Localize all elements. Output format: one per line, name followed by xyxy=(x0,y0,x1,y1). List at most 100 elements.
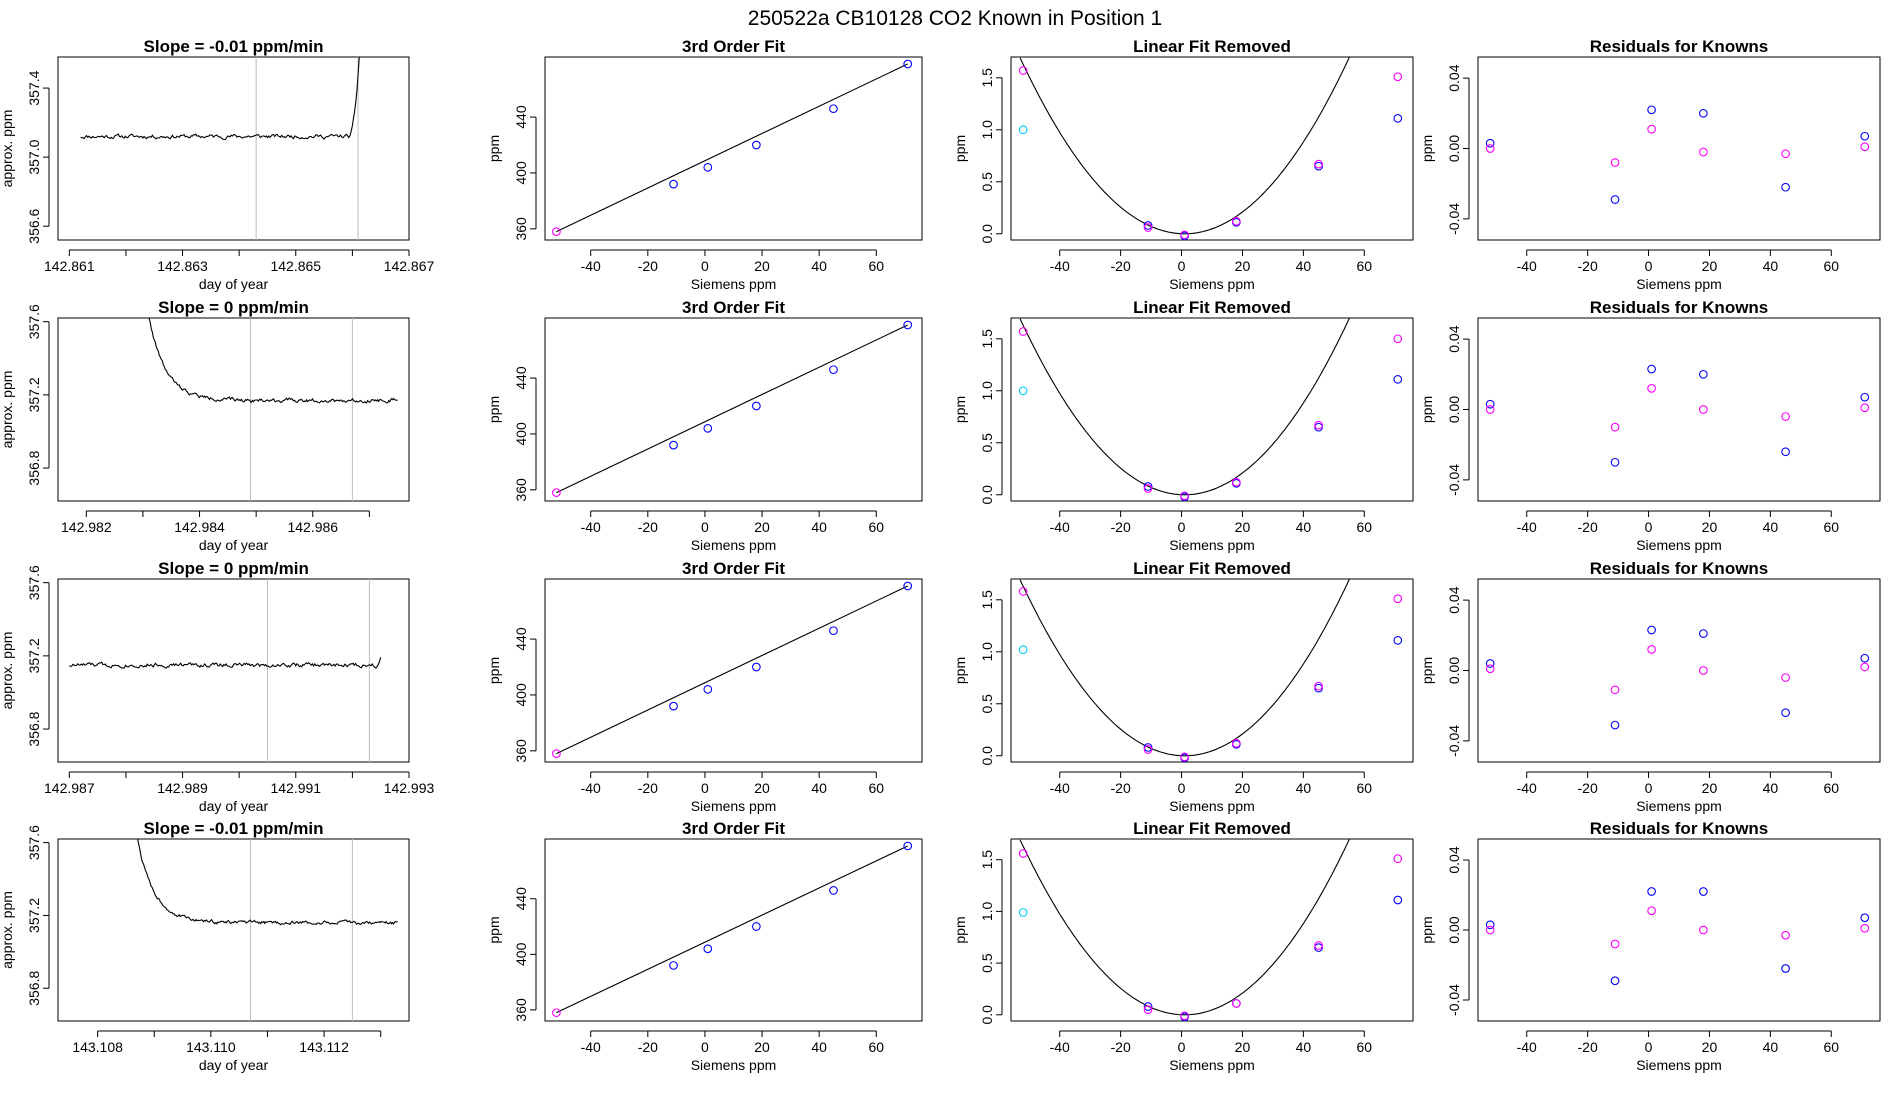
y-tick-label: 0.00 xyxy=(1446,396,1462,423)
panel-title: Slope = 0 ppm/min xyxy=(158,559,309,578)
y-axis-label: ppm xyxy=(486,396,502,423)
x-tick-label: 142.867 xyxy=(384,258,435,274)
x-axis-label: Siemens ppm xyxy=(1169,537,1255,553)
plot-area xyxy=(1485,625,1870,730)
plot-area xyxy=(148,318,398,501)
panel-title: Slope = 0 ppm/min xyxy=(158,298,309,317)
data-point-check xyxy=(1232,477,1241,487)
data-point-check xyxy=(552,749,561,758)
y-axis-label: ppm xyxy=(952,916,968,943)
y-axis-label: ppm xyxy=(486,135,502,162)
data-point-check xyxy=(1180,1011,1189,1021)
data-point-check xyxy=(1314,941,1323,950)
x-tick-label: 60 xyxy=(1823,519,1839,535)
x-axis-label: Siemens ppm xyxy=(691,276,777,292)
x-tick-label: 20 xyxy=(1235,780,1251,796)
data-point-check xyxy=(1781,673,1790,682)
x-tick-label: 142.982 xyxy=(61,519,112,535)
x-tick-label: 60 xyxy=(869,258,885,274)
x-tick-label: 143.110 xyxy=(186,1039,236,1055)
x-tick-label: -20 xyxy=(1578,1039,1598,1055)
panel-r3-c2: Linear Fit Removed -40 -20 0 20 40 60 Siemens p… xyxy=(952,819,1414,1073)
y-tick-label: 1.0 xyxy=(979,120,995,140)
y-tick-label: 0.04 xyxy=(1446,586,1462,613)
y-tick-label: -0.04 xyxy=(1446,984,1462,1016)
data-point-known xyxy=(829,104,838,114)
x-tick-label: 0 xyxy=(1178,780,1186,796)
data-point-check xyxy=(1180,752,1189,762)
fit-curve xyxy=(1019,579,1351,757)
plot-frame xyxy=(1477,838,1881,1022)
x-tick-label: -40 xyxy=(1050,780,1070,796)
x-tick-label: -20 xyxy=(638,780,658,796)
y-axis-label: approx. ppm xyxy=(0,110,15,188)
data-point-check xyxy=(1860,662,1870,672)
plot-frame xyxy=(1477,317,1881,502)
panel-r1-c0: Slope = 0 ppm/min 142.982 142.984 142.986 da… xyxy=(0,298,410,553)
data-point-check xyxy=(1018,587,1028,596)
panel-title: 3rd Order Fit xyxy=(682,37,785,56)
y-tick-label: 0.0 xyxy=(979,224,995,244)
y-tick-label: 1.5 xyxy=(979,329,995,349)
data-point-check xyxy=(1393,334,1403,344)
x-tick-label: 40 xyxy=(1763,258,1779,274)
data-point-check xyxy=(1018,66,1028,75)
panel-title: Residuals for Knowns xyxy=(1590,559,1769,578)
panel-title: Linear Fit Removed xyxy=(1133,819,1291,838)
plot-frame xyxy=(1010,578,1414,763)
y-tick-label: 400 xyxy=(513,683,529,707)
ppm-trace-line xyxy=(148,318,398,404)
data-point-check xyxy=(1180,230,1189,240)
x-tick-label: 142.989 xyxy=(157,780,208,796)
x-tick-label: -20 xyxy=(1111,519,1131,535)
x-axis-label: Siemens ppm xyxy=(1636,276,1722,292)
data-point-known xyxy=(1699,629,1708,638)
y-tick-label: 360 xyxy=(513,739,529,763)
y-tick-label: 400 xyxy=(513,942,529,966)
y-tick-label: 360 xyxy=(513,217,529,241)
x-axis-label: day of year xyxy=(199,537,269,553)
x-tick-label: 0 xyxy=(1645,1039,1653,1055)
y-tick-label: 357.0 xyxy=(26,139,42,174)
data-point-known xyxy=(703,163,713,172)
data-point-known xyxy=(1781,182,1790,192)
plot-frame xyxy=(544,838,923,1022)
x-tick-label: 20 xyxy=(754,519,770,535)
y-tick-label: 0.5 xyxy=(979,433,995,453)
plot-area xyxy=(1018,57,1403,240)
data-point-known xyxy=(1610,976,1620,986)
x-tick-label: -40 xyxy=(1517,258,1537,274)
plot-frame xyxy=(57,838,410,1022)
plot-area xyxy=(552,581,913,758)
data-point-check xyxy=(1610,939,1620,949)
data-point-check xyxy=(1485,925,1495,935)
data-point-known xyxy=(1860,653,1870,663)
data-point-known xyxy=(1485,920,1495,930)
data-point-check xyxy=(1485,144,1495,153)
y-tick-label: 0.5 xyxy=(979,172,995,192)
x-axis-label: Siemens ppm xyxy=(691,798,777,814)
data-point-known xyxy=(669,440,678,450)
data-point-check xyxy=(1314,159,1323,169)
y-tick-label: 357.4 xyxy=(26,70,42,105)
plot-area xyxy=(1485,364,1870,467)
y-axis-label: ppm xyxy=(1419,657,1435,684)
x-tick-label: 60 xyxy=(1356,519,1372,535)
data-point-check xyxy=(1018,849,1028,858)
y-tick-label: 1.0 xyxy=(979,901,995,921)
y-tick-label: 0.04 xyxy=(1446,325,1462,352)
x-tick-label: 60 xyxy=(1356,258,1372,274)
x-tick-label: 143.108 xyxy=(72,1039,123,1055)
x-tick-label: 60 xyxy=(869,1039,885,1055)
data-point-check xyxy=(1647,124,1656,134)
data-point-known xyxy=(903,841,913,851)
ppm-trace-line xyxy=(80,57,360,141)
data-point-known xyxy=(1393,374,1403,384)
y-tick-label: 356.6 xyxy=(26,208,42,243)
x-tick-label: 142.861 xyxy=(44,258,95,274)
plot-area xyxy=(69,579,382,762)
y-axis-label: approx. ppm xyxy=(0,632,15,710)
x-tick-label: 40 xyxy=(1296,780,1312,796)
data-point-known xyxy=(751,140,761,150)
ppm-trace-line xyxy=(69,657,382,669)
